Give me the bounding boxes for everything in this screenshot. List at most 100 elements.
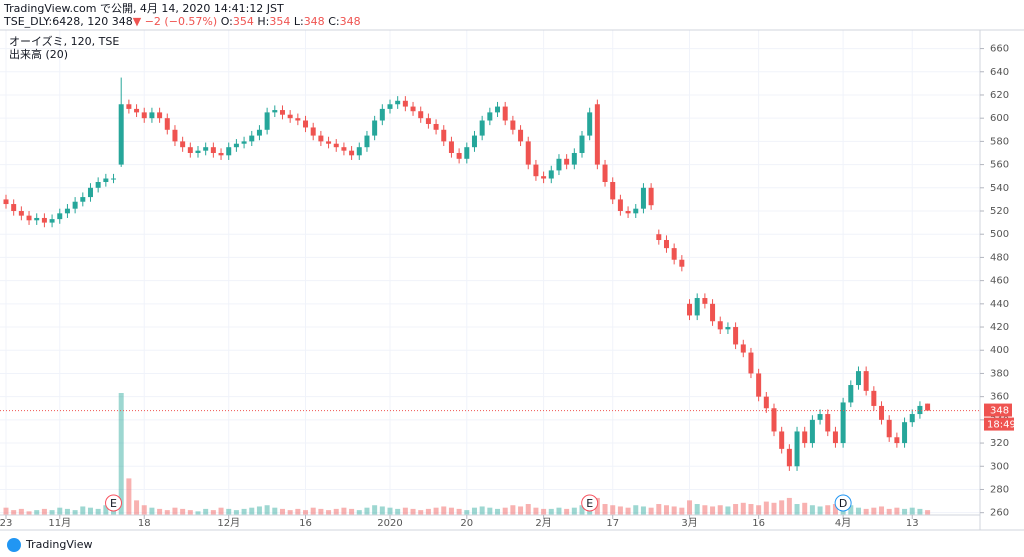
candle-body xyxy=(763,396,769,409)
candle-body xyxy=(264,112,270,130)
candle-body xyxy=(848,385,854,403)
volume-bar xyxy=(579,505,585,515)
candle-body xyxy=(855,371,861,386)
volume-bar xyxy=(41,508,47,515)
event-label: E xyxy=(586,497,593,510)
candle-body xyxy=(518,129,524,142)
volume-bar xyxy=(349,508,355,515)
volume-bar xyxy=(410,508,416,515)
candle-body xyxy=(579,135,585,153)
volume-bar xyxy=(256,506,262,515)
volume-bar xyxy=(817,506,823,515)
volume-bar xyxy=(387,507,393,515)
candle-body xyxy=(832,431,838,444)
candle-body xyxy=(879,405,885,420)
candle-body xyxy=(925,403,931,411)
candle-body xyxy=(748,352,754,374)
candle-body xyxy=(602,164,608,182)
candle-body xyxy=(226,147,232,156)
volume-bar xyxy=(34,510,40,515)
y-tick-label: 620 xyxy=(990,90,1009,101)
volume-bar xyxy=(333,508,339,515)
candle-body xyxy=(456,152,462,159)
x-tick-label: 11月 xyxy=(48,517,71,529)
candle-body xyxy=(103,178,109,182)
candle-body xyxy=(548,170,554,179)
candle-body xyxy=(794,431,800,467)
last-price-label: 348 xyxy=(990,406,1009,417)
volume-bar xyxy=(395,508,401,515)
volume-bar xyxy=(3,507,9,515)
x-tick-label: 13 xyxy=(906,518,919,529)
volume-bar xyxy=(894,507,900,515)
candle-body xyxy=(779,431,785,449)
candle-body xyxy=(318,135,324,142)
last-price-box xyxy=(984,403,1012,417)
volume-bar xyxy=(326,510,332,515)
candle-body xyxy=(149,112,155,119)
volume-bar xyxy=(456,508,462,515)
y-tick-label: 280 xyxy=(990,484,1009,495)
volume-bar xyxy=(863,508,869,515)
candle-body xyxy=(756,373,762,397)
candle-body xyxy=(633,208,639,214)
y-tick-label: 660 xyxy=(990,44,1009,55)
candle-body xyxy=(26,215,32,221)
countdown-label: 18:49 xyxy=(987,420,1016,431)
y-tick-label: 460 xyxy=(990,276,1009,287)
volume-bar xyxy=(64,508,70,515)
candle-body xyxy=(487,112,493,121)
candle-body xyxy=(533,164,539,177)
candle-body xyxy=(310,127,316,136)
change: −2 (−0.57%) xyxy=(145,15,217,28)
candle-body xyxy=(840,402,846,444)
candle-body xyxy=(625,211,631,214)
x-tick-label: 12月 xyxy=(217,517,240,529)
volume-bar xyxy=(725,506,731,515)
event-label: E xyxy=(110,497,117,510)
y-tick-label: 520 xyxy=(990,206,1009,217)
volume-bar xyxy=(57,507,63,515)
candle-body xyxy=(863,371,869,391)
candle-body xyxy=(256,129,262,136)
y-tick-label: 600 xyxy=(990,113,1009,124)
volume-bar xyxy=(648,507,654,515)
volume-bar xyxy=(610,505,616,515)
candle-body xyxy=(164,118,170,130)
candle-body xyxy=(702,298,708,304)
candle-body xyxy=(80,197,86,202)
candle-body xyxy=(525,141,531,165)
event-marker xyxy=(581,494,599,512)
candle-body xyxy=(349,150,355,156)
volume-bar xyxy=(372,505,378,515)
candle-body xyxy=(279,110,285,115)
volume-bar xyxy=(272,507,278,515)
volume-bar xyxy=(379,506,385,515)
volume-bar xyxy=(917,508,923,515)
y-tick-label: 560 xyxy=(990,160,1009,171)
candle-body xyxy=(687,303,693,316)
volume-bar xyxy=(495,508,501,515)
volume-bar xyxy=(871,507,877,515)
candle-body xyxy=(871,390,877,406)
volume-bar xyxy=(195,511,201,515)
candle-body xyxy=(541,176,547,179)
volume-title: 出来高 (20) xyxy=(9,47,68,61)
volume-bar xyxy=(802,502,808,515)
volume-bar xyxy=(226,508,232,515)
volume-bar xyxy=(633,505,639,515)
countdown-box xyxy=(984,417,1014,431)
candle-body xyxy=(502,106,508,121)
candle-body xyxy=(771,408,777,432)
close: 348 xyxy=(340,15,361,28)
volume-bar xyxy=(710,506,716,515)
y-tick-label: 440 xyxy=(990,299,1009,310)
volume-bar xyxy=(671,506,677,515)
volume-bar xyxy=(502,507,508,515)
candle-body xyxy=(49,219,55,223)
volume-bar xyxy=(203,508,209,515)
y-tick-label: 260 xyxy=(990,508,1009,519)
volume-bar xyxy=(118,393,124,515)
event-marker xyxy=(105,494,123,512)
